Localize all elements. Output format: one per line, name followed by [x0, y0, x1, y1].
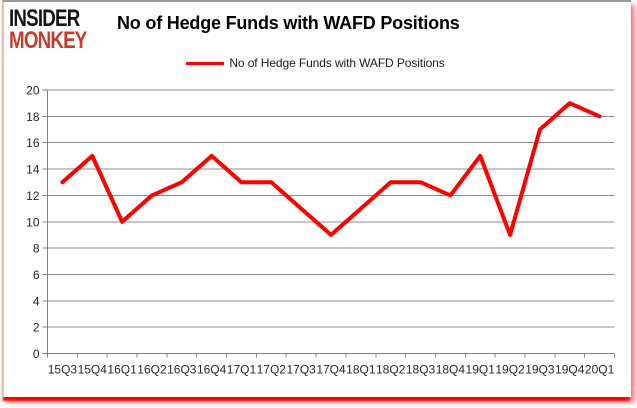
- x-tick-label: 17Q1: [227, 363, 257, 377]
- legend: No of Hedge Funds with WAFD Positions: [0, 56, 631, 70]
- x-tick-label: 15Q3: [48, 363, 78, 377]
- x-tick-label: 16Q1: [107, 363, 137, 377]
- legend-line-swatch: [186, 61, 225, 65]
- series-line: [60, 101, 602, 237]
- x-tick-label: 17Q4: [316, 363, 346, 377]
- x-tick-label: 18Q2: [376, 363, 406, 377]
- chart-card: [2, 0, 631, 397]
- x-tick-label: 16Q2: [137, 363, 167, 377]
- x-tick-label: 16Q3: [167, 363, 197, 377]
- x-tick-label: 18Q4: [436, 363, 466, 377]
- chart-title: No of Hedge Funds with WAFD Positions: [117, 13, 460, 33]
- y-tick-label: 16: [26, 136, 40, 150]
- x-tick-label: 19Q4: [555, 363, 585, 377]
- y-tick-label: 12: [26, 189, 40, 203]
- y-tick-label: 8: [33, 242, 40, 256]
- y-tick-label: 18: [26, 110, 40, 124]
- y-tick-label: 14: [26, 163, 40, 177]
- y-tick-label: 6: [33, 268, 40, 282]
- x-tick-label: 20Q1: [585, 363, 615, 377]
- logo-monkey-text: MONKEY: [9, 27, 87, 54]
- x-tick-label: 15Q4: [78, 363, 108, 377]
- x-tick-label: 19Q1: [466, 363, 496, 377]
- y-tick-label: 4: [33, 294, 40, 308]
- x-tick-label: 19Q2: [495, 363, 525, 377]
- insider-monkey-logo: INSIDER MONKEY: [9, 5, 108, 54]
- x-tick-label: 16Q4: [197, 363, 227, 377]
- logo-insider-text: INSIDER: [9, 5, 80, 32]
- y-tick-label: 10: [26, 215, 40, 229]
- y-tick-label: 2: [33, 321, 40, 335]
- x-tick-label: 17Q2: [257, 363, 287, 377]
- x-tick-label: 17Q3: [286, 363, 316, 377]
- x-tick-label: 18Q1: [346, 363, 376, 377]
- y-tick-label: 20: [26, 84, 40, 98]
- x-tick-label: 19Q3: [525, 363, 555, 377]
- y-tick-label: 0: [33, 347, 40, 361]
- legend-label: No of Hedge Funds with WAFD Positions: [229, 56, 445, 70]
- x-tick-label: 18Q3: [406, 363, 436, 377]
